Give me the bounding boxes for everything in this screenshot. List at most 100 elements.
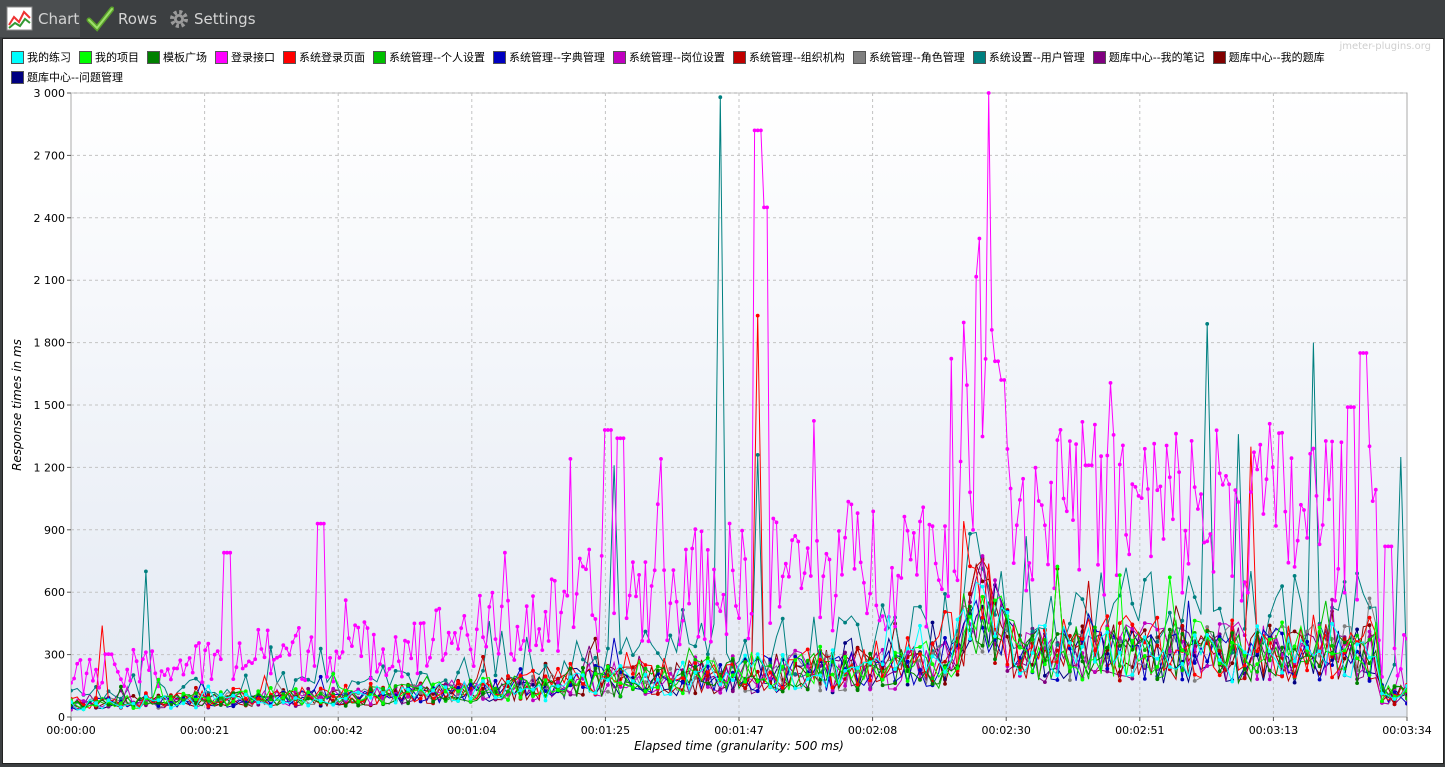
data-point (356, 703, 361, 708)
data-point (1217, 645, 1222, 650)
data-point (259, 647, 264, 651)
data-point (940, 587, 944, 592)
data-point (231, 699, 236, 704)
data-point (518, 647, 523, 652)
data-point (131, 694, 136, 698)
legend-item[interactable]: 系统登录页面 (283, 47, 365, 67)
data-point (921, 505, 926, 510)
legend-item[interactable]: 题库中心--我的题库 (1212, 47, 1325, 67)
data-point (343, 704, 348, 708)
data-point (862, 580, 866, 585)
data-point (1018, 655, 1022, 660)
data-point (877, 618, 882, 623)
data-point (321, 521, 326, 526)
data-point (1380, 699, 1384, 704)
data-point (1292, 680, 1297, 685)
y-axis-label: Response times in ms (10, 339, 24, 471)
data-point (702, 637, 707, 641)
data-point (1030, 577, 1035, 582)
data-point (540, 648, 545, 652)
data-point (968, 531, 972, 536)
legend-item[interactable]: 系统管理--岗位设置 (612, 47, 725, 67)
data-point (1142, 577, 1147, 582)
data-point (156, 701, 161, 705)
data-point (584, 567, 588, 572)
data-point (1149, 554, 1153, 559)
data-point (1345, 405, 1350, 409)
legend-item[interactable]: 系统管理--字典管理 (492, 47, 605, 67)
data-point (431, 692, 435, 696)
data-point (353, 623, 357, 628)
data-point (406, 683, 410, 688)
data-point (1274, 524, 1278, 528)
legend-item[interactable]: 我的项目 (79, 47, 139, 67)
data-point (1305, 639, 1309, 644)
legend-item[interactable]: 系统管理--个人设置 (373, 47, 485, 67)
data-point (880, 603, 885, 608)
data-point (627, 593, 632, 598)
data-point (272, 657, 276, 662)
legend-item[interactable]: 系统管理--角色管理 (852, 47, 965, 67)
data-point (1205, 664, 1210, 668)
tick-label-x: 00:03:34 (1382, 724, 1431, 737)
data-point (431, 688, 435, 693)
legend-item[interactable]: 我的练习 (11, 47, 71, 67)
data-point (755, 128, 760, 133)
data-point (581, 673, 585, 677)
data-point (1392, 702, 1397, 707)
data-point (980, 594, 985, 599)
tick-label-y: 2 100 (34, 274, 66, 287)
data-point (1367, 637, 1372, 642)
data-point (1199, 492, 1203, 496)
data-point (119, 705, 123, 709)
data-point (543, 674, 548, 679)
data-point (225, 550, 230, 555)
data-point (1342, 640, 1347, 645)
data-point (905, 646, 910, 651)
data-point (843, 687, 847, 692)
legend-item[interactable]: 系统设置--用户管理 (972, 47, 1085, 67)
data-point (1242, 667, 1247, 671)
data-point (718, 690, 723, 695)
data-point (812, 419, 816, 423)
data-point (1117, 462, 1122, 467)
legend-item[interactable]: 系统管理--组织机构 (732, 47, 845, 67)
data-point (905, 682, 910, 687)
data-point (606, 689, 610, 694)
data-point (1367, 679, 1372, 683)
legend-item[interactable]: 题库中心--问题管理 (11, 67, 123, 87)
data-point (649, 584, 654, 588)
data-point (1305, 536, 1309, 540)
data-point (390, 664, 395, 669)
data-point (1295, 538, 1300, 543)
tick-label-x: 00:00:00 (46, 724, 95, 737)
tab-settings[interactable]: Settings (168, 0, 256, 37)
legend-item[interactable]: 登录接口 (215, 47, 275, 67)
data-point (144, 569, 148, 574)
data-point (1130, 601, 1135, 606)
data-point (818, 644, 823, 649)
data-point (1167, 649, 1172, 654)
tab-rows[interactable]: Rows (86, 0, 157, 37)
data-point (693, 658, 698, 662)
data-point (256, 689, 261, 694)
data-point (94, 667, 98, 672)
data-point (521, 638, 526, 643)
data-point (531, 694, 535, 699)
data-point (718, 95, 723, 100)
legend-label: 题库中心--问题管理 (27, 71, 123, 84)
data-point (918, 645, 922, 649)
data-point (730, 673, 735, 678)
data-point (1192, 485, 1197, 489)
data-point (106, 698, 111, 702)
data-point (1392, 690, 1397, 695)
tab-chart[interactable]: Chart (0, 0, 80, 37)
data-point (668, 601, 673, 606)
data-point (596, 649, 601, 653)
data-point (1217, 637, 1222, 642)
data-point (556, 666, 560, 671)
legend-item[interactable]: 模板广场 (147, 47, 207, 67)
data-point (178, 658, 183, 663)
legend-item[interactable]: 题库中心--我的笔记 (1092, 47, 1205, 67)
data-point (194, 705, 198, 710)
